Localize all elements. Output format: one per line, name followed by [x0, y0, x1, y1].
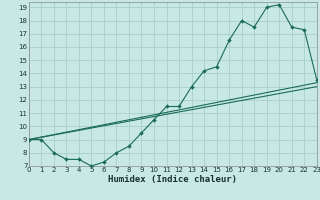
- X-axis label: Humidex (Indice chaleur): Humidex (Indice chaleur): [108, 175, 237, 184]
